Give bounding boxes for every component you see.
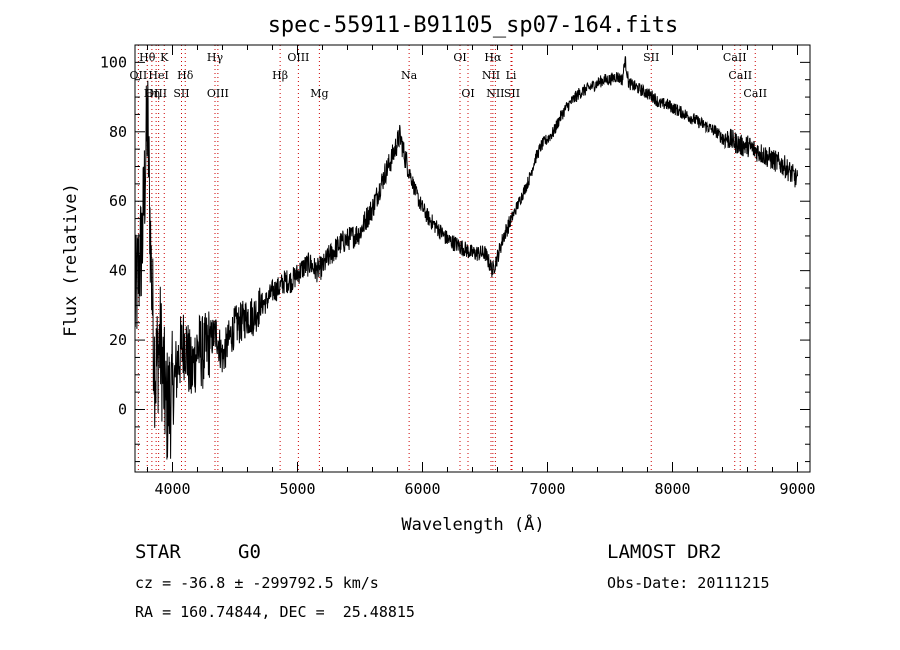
emission-line-label: Mg	[310, 87, 328, 100]
object-class: STAR	[135, 541, 181, 563]
spectrum-series-line	[134, 56, 798, 460]
spectrum-chart: spec-55911-B91105_sp07-164.fits Waveleng…	[61, 13, 816, 535]
x-tick-label: 6000	[404, 480, 440, 498]
emission-line-label: SII	[504, 87, 520, 100]
emission-line-label: Hβ	[272, 69, 288, 82]
x-tick-label: 5000	[279, 480, 315, 498]
x-tick-label: 4000	[154, 480, 190, 498]
chart-title: spec-55911-B91105_sp07-164.fits	[268, 13, 679, 38]
emission-line-label: Na	[401, 69, 418, 82]
y-axis-ticks: 0 20 40 60 80 100	[100, 44, 810, 463]
x-tick-label: 9000	[779, 480, 815, 498]
emission-line-label: HeI	[148, 69, 168, 82]
emission-line-label: Hγ	[207, 51, 224, 64]
emission-line-label: Hθ	[139, 51, 156, 64]
y-tick-label: 60	[109, 192, 127, 210]
emission-line-label: CaII	[728, 69, 752, 82]
emission-line-label: NII	[486, 87, 504, 100]
x-tick-label: 8000	[654, 480, 690, 498]
emission-line-label: Hα	[484, 51, 502, 64]
y-tick-label: 100	[100, 53, 127, 71]
emission-line-label: OII	[130, 69, 148, 82]
y-tick-label: 40	[109, 262, 127, 280]
x-tick-label: 7000	[529, 480, 565, 498]
emission-line-markers	[137, 45, 756, 472]
plot-frame	[134, 44, 811, 473]
emission-line-label: OI	[453, 51, 466, 64]
survey-name: LAMOST DR2	[607, 541, 722, 563]
object-subclass: G0	[238, 541, 261, 563]
obs-date: Obs-Date: 20111215	[607, 574, 770, 592]
emission-line-label: CaII	[743, 87, 767, 100]
emission-line-label: OIII	[145, 87, 167, 100]
emission-line-label: SII	[173, 87, 189, 100]
y-tick-label: 80	[109, 123, 127, 141]
x-axis-ticks: 4000 5000 6000 7000 8000 9000	[147, 45, 816, 498]
emission-line-label: OI	[461, 87, 474, 100]
y-tick-label: 20	[109, 331, 127, 349]
ra-dec-readout: RA = 160.74844, DEC = 25.48815	[135, 603, 415, 621]
emission-line-label: Hδ	[177, 69, 194, 82]
emission-line-label: SII	[643, 51, 659, 64]
y-tick-label: 0	[118, 401, 127, 419]
emission-line-label: Li	[506, 69, 517, 82]
emission-line-label: OIII	[207, 87, 229, 100]
emission-line-label: OIII	[287, 51, 309, 64]
x-axis-label: Wavelength (Å)	[401, 513, 544, 535]
redshift-readout: cz = -36.8 ± -299792.5 km/s	[135, 574, 379, 592]
emission-line-label: K	[160, 51, 169, 64]
y-axis-label: Flux (relative)	[61, 183, 81, 337]
emission-line-label: NII	[482, 69, 500, 82]
emission-line-label: CaII	[723, 51, 747, 64]
